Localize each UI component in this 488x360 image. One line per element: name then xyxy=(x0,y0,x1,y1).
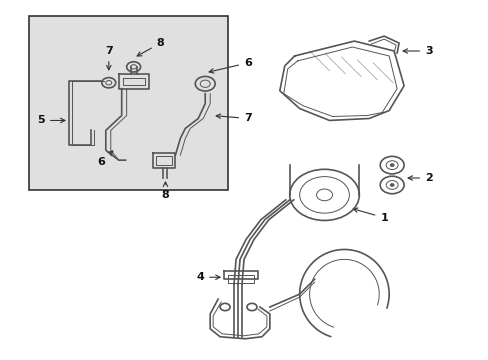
Text: 4: 4 xyxy=(196,272,220,282)
Text: 7: 7 xyxy=(216,113,251,123)
Text: 8: 8 xyxy=(161,182,169,200)
Text: 2: 2 xyxy=(407,173,432,183)
Text: 1: 1 xyxy=(352,208,387,223)
Circle shape xyxy=(389,184,393,186)
Text: 8: 8 xyxy=(137,38,164,56)
Text: 7: 7 xyxy=(105,46,112,70)
Text: 5: 5 xyxy=(37,116,65,126)
Text: 6: 6 xyxy=(209,58,251,73)
Text: 3: 3 xyxy=(402,46,432,56)
Text: 6: 6 xyxy=(97,151,113,167)
Bar xyxy=(29,16,227,190)
Circle shape xyxy=(389,164,393,167)
